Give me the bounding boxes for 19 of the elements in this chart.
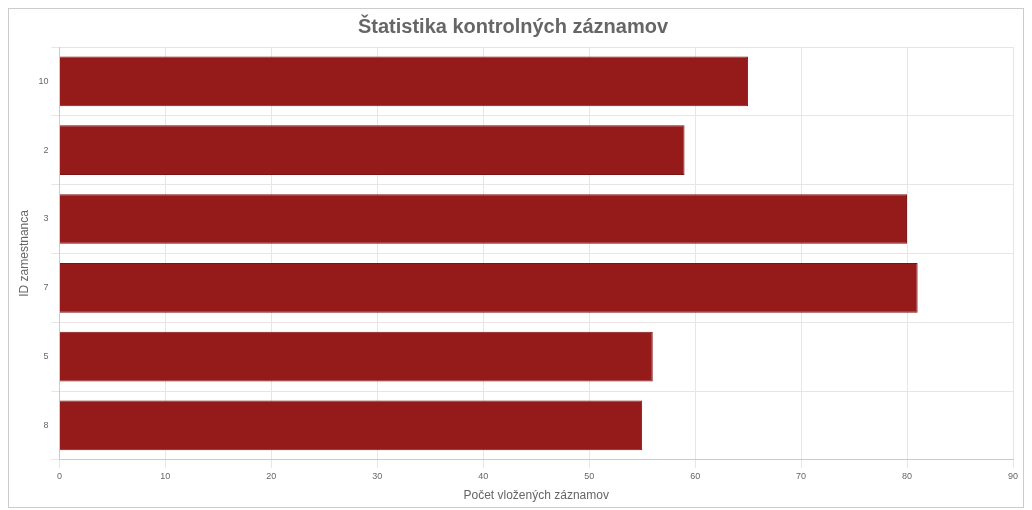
x-tick-label: 60 [690,470,701,481]
chart-title: Štatistika kontrolných záznamov [357,13,669,37]
x-tick-label: 0 [56,470,62,481]
x-tick-label: 90 [1007,470,1019,481]
y-tick-label: 5 [43,351,49,362]
y-tick-label: 8 [43,419,49,430]
x-tick-label: 80 [902,470,913,481]
x-tick-label: 10 [160,470,171,481]
y-tick-label: 2 [43,144,49,155]
x-tick-label: 50 [584,470,595,481]
x-axis-title: Počet vložených záznamov [463,488,609,503]
y-tick-label: 7 [43,282,49,293]
x-tick-label: 30 [372,470,383,481]
x-tick-label: 40 [478,470,489,481]
y-tick-label: 10 [38,75,49,86]
x-tick-label: 70 [796,470,807,481]
x-tick-label: 20 [266,470,277,481]
y-tick-label: 3 [43,213,49,224]
y-axis-title: ID zamestnanca [16,209,31,297]
